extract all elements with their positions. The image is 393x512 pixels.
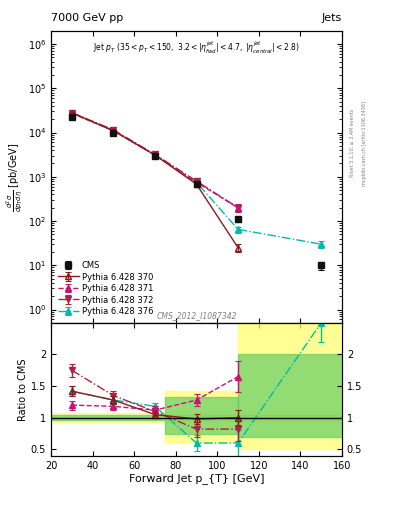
- Y-axis label: $\frac{d^2\sigma}{dp_T d\eta}$ [pb/GeV]: $\frac{d^2\sigma}{dp_T d\eta}$ [pb/GeV]: [4, 142, 25, 211]
- Bar: [51, 415, 342, 420]
- Bar: [238, 323, 342, 450]
- Bar: [51, 413, 342, 422]
- Bar: [165, 397, 238, 434]
- Text: Rivet 3.1.10, ≥ 3.4M events: Rivet 3.1.10, ≥ 3.4M events: [350, 109, 355, 178]
- Bar: [238, 354, 342, 437]
- Bar: [165, 391, 238, 442]
- X-axis label: Forward Jet p_{T} [GeV]: Forward Jet p_{T} [GeV]: [129, 473, 264, 484]
- Text: mcplots.cern.ch [arXiv:1306.3436]: mcplots.cern.ch [arXiv:1306.3436]: [362, 101, 367, 186]
- Legend: CMS, Pythia 6.428 370, Pythia 6.428 371, Pythia 6.428 372, Pythia 6.428 376: CMS, Pythia 6.428 370, Pythia 6.428 371,…: [55, 259, 156, 318]
- Text: CMS_2012_I1087342: CMS_2012_I1087342: [156, 311, 237, 320]
- Text: 7000 GeV pp: 7000 GeV pp: [51, 13, 123, 23]
- Text: Jet $p_T$ $(35 < p_T < 150,\ 3.2 < |\eta^{jet}_{fwd}| < 4.7,\ |\eta^{jet}_{centr: Jet $p_T$ $(35 < p_T < 150,\ 3.2 < |\eta…: [93, 39, 300, 56]
- Text: Jets: Jets: [321, 13, 342, 23]
- Y-axis label: Ratio to CMS: Ratio to CMS: [18, 358, 28, 420]
